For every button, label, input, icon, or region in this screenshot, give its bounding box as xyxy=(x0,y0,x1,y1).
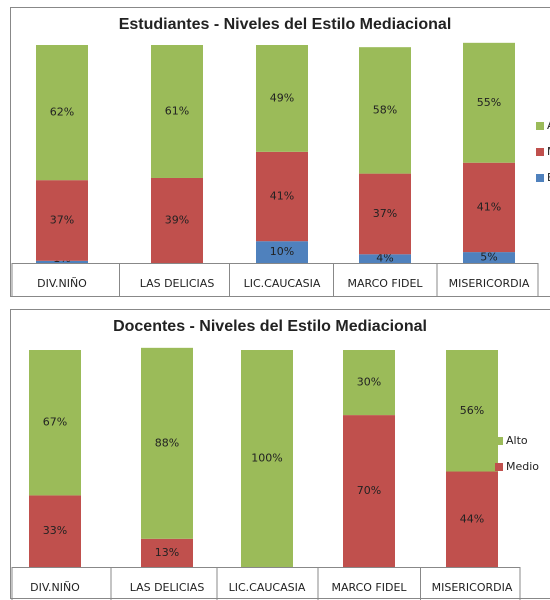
data-label: 44% xyxy=(460,512,484,525)
chart: Docentes - Niveles del Estilo Mediaciona… xyxy=(11,318,539,600)
x-tick-label: LAS DELICIAS xyxy=(130,581,205,594)
bar-segment xyxy=(151,45,203,178)
legend-label: Medio xyxy=(506,460,539,473)
bar-segment xyxy=(463,162,515,253)
x-tick-label: LAS DELICIAS xyxy=(140,277,215,290)
bar-segment xyxy=(36,260,88,263)
chart-title: Estudiantes - Niveles del Estilo Mediaci… xyxy=(119,16,452,33)
legend-label: Alto xyxy=(506,434,528,447)
bar-segment xyxy=(256,241,308,263)
data-label: 56% xyxy=(460,404,484,417)
data-label: 41% xyxy=(477,200,501,213)
x-tick-label: LIC.CAUCASIA xyxy=(244,277,321,290)
bar-segment xyxy=(343,350,395,416)
bar-segment xyxy=(446,471,498,567)
data-label: 55% xyxy=(477,96,501,109)
x-tick-label: MARCO FIDEL xyxy=(331,581,407,594)
data-label: 4% xyxy=(376,252,393,265)
legend-label: Medio xyxy=(547,145,550,158)
data-label: 88% xyxy=(155,436,179,449)
legend-label: Alto xyxy=(547,119,550,132)
x-tick-label: LIC.CAUCASIA xyxy=(229,581,306,594)
data-label: 100% xyxy=(251,452,282,465)
legend-swatch xyxy=(495,463,503,471)
data-label: 49% xyxy=(270,91,294,104)
data-label: 39% xyxy=(165,213,189,226)
data-label: 41% xyxy=(270,190,294,203)
bar-segment xyxy=(463,252,515,263)
bar-segment xyxy=(256,45,308,152)
legend-label: Bajo xyxy=(547,171,550,184)
data-label: 67% xyxy=(43,416,67,429)
bar-segment xyxy=(359,47,411,174)
chart-title: Docentes - Niveles del Estilo Mediaciona… xyxy=(113,318,427,335)
legend-swatch xyxy=(536,148,544,156)
bar-segment xyxy=(359,173,411,255)
data-label: 70% xyxy=(357,484,381,497)
bar-segment xyxy=(151,177,203,263)
legend-swatch xyxy=(495,437,503,445)
bar-segment xyxy=(463,42,515,163)
bar-segment xyxy=(141,538,193,567)
bar-segment xyxy=(36,45,88,181)
chart: Estudiantes - Niveles del Estilo Mediaci… xyxy=(11,16,550,296)
data-label: 61% xyxy=(165,104,189,117)
bar-segment xyxy=(446,350,498,472)
bar-segment xyxy=(343,415,395,567)
bar-segment xyxy=(241,350,293,567)
data-label: 30% xyxy=(357,376,381,389)
data-label: 33% xyxy=(43,524,67,537)
data-label: 62% xyxy=(50,106,74,119)
bar-segment xyxy=(256,151,308,242)
data-label: 37% xyxy=(50,213,74,226)
x-tick-label: DIV.NIÑO xyxy=(30,581,80,594)
x-tick-label: MARCO FIDEL xyxy=(347,277,423,290)
data-label: 58% xyxy=(373,103,397,116)
legend-swatch xyxy=(536,174,544,182)
data-label: 13% xyxy=(155,546,179,559)
bar-segment xyxy=(36,180,88,261)
legend-swatch xyxy=(536,122,544,130)
bar-segment xyxy=(29,350,81,496)
data-label: 5% xyxy=(480,251,497,264)
bar-segment xyxy=(29,495,81,567)
bar-segment xyxy=(359,254,411,263)
bar-segment xyxy=(141,347,193,539)
data-label: 10% xyxy=(270,245,294,258)
data-label: 37% xyxy=(373,207,397,220)
x-tick-label: DIV.NIÑO xyxy=(37,277,87,290)
x-tick-label: MISERICORDIA xyxy=(432,581,513,594)
x-tick-label: MISERICORDIA xyxy=(449,277,530,290)
